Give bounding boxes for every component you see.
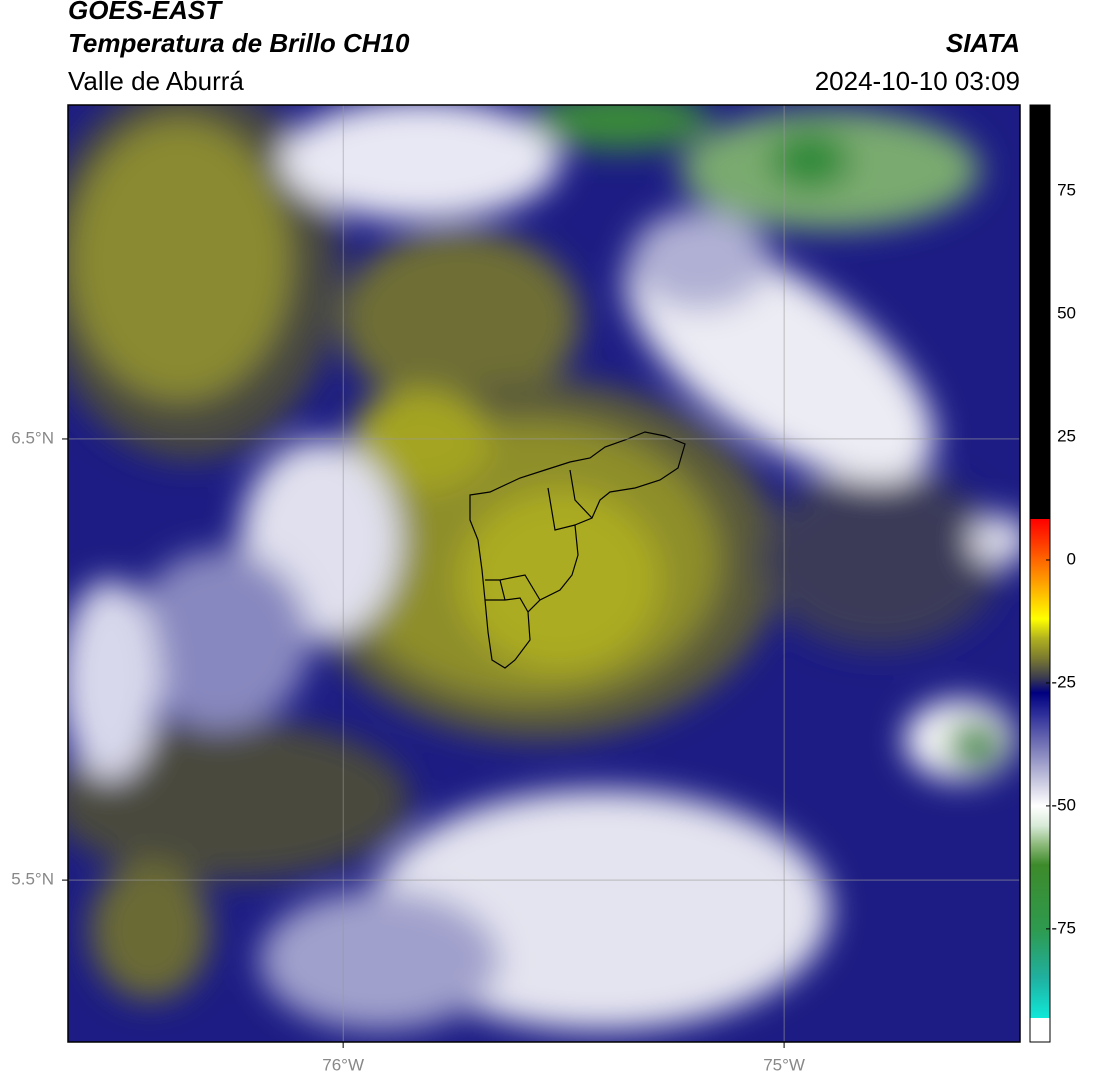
datetime-label: 2024-10-10 03:09 [815, 66, 1020, 96]
colorbar-tick-label: 0 [1067, 549, 1076, 568]
satellite-title: GOES-EAST [68, 0, 223, 25]
lat-tick-label: 6.5°N [11, 428, 54, 447]
lon-tick-label: 76°W [322, 1055, 364, 1074]
source-label: SIATA [946, 28, 1020, 58]
municipality-boundaries [469, 431, 686, 669]
colorbar-tick-label: -75 [1051, 918, 1076, 937]
temperature-field [68, 105, 1020, 1042]
colorbar-tick-label: -25 [1051, 672, 1076, 691]
map-frame [67, 104, 1021, 1043]
colorbar-tick-label: 75 [1057, 181, 1076, 200]
product-title: Temperatura de Brillo CH10 [68, 28, 410, 58]
colorbar-tick-label: -50 [1051, 795, 1076, 814]
colorbar-tick-label: 25 [1057, 426, 1076, 445]
colorbar-tick-label: 50 [1057, 304, 1076, 323]
region-label: Valle de Aburrá [68, 66, 244, 96]
lon-tick-label: 75°W [763, 1055, 805, 1074]
colorbar [1029, 104, 1051, 1043]
lat-tick-label: 5.5°N [11, 870, 54, 889]
